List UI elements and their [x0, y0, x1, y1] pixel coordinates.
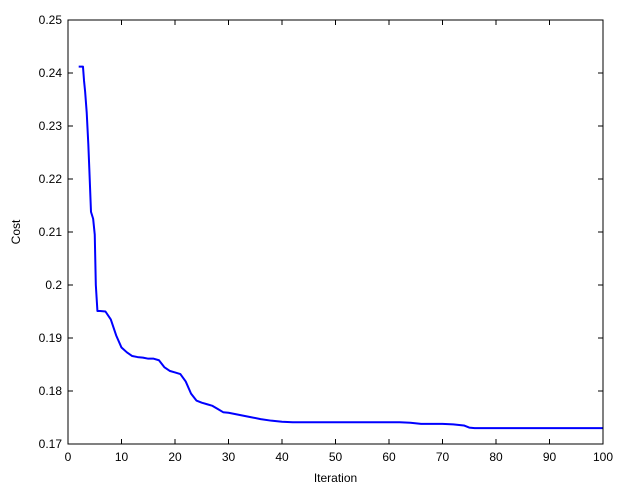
series-layer [78, 65, 603, 430]
y-axis-label: Cost [9, 219, 23, 244]
x-tick-label: 60 [382, 450, 396, 464]
y-tick-label: 0.18 [39, 384, 63, 398]
x-tick-label: 20 [168, 450, 182, 464]
plot-area [68, 20, 603, 444]
y-tick-label: 0.19 [39, 331, 63, 345]
y-tick-label: 0.23 [39, 119, 63, 133]
y-tick-label: 0.25 [39, 13, 63, 27]
y-tick-label: 0.17 [39, 437, 63, 451]
cost-series-line [78, 65, 603, 430]
x-tick-label: 50 [329, 450, 343, 464]
x-tick-label: 100 [593, 450, 613, 464]
y-axis: 0.17 0.18 0.19 0.2 0.21 0.22 0.23 0.24 0.25 [39, 13, 603, 451]
x-axis: 0 10 20 30 40 50 60 70 80 90 100 [65, 20, 613, 464]
x-tick-label: 30 [222, 450, 236, 464]
x-tick-label: 10 [115, 450, 129, 464]
y-tick-label: 0.24 [39, 66, 63, 80]
x-axis-label: Iteration [314, 471, 357, 485]
x-tick-label: 70 [436, 450, 450, 464]
x-tick-label: 90 [543, 450, 557, 464]
y-tick-label: 0.2 [45, 278, 62, 292]
x-tick-label: 80 [489, 450, 503, 464]
x-tick-label: 0 [65, 450, 72, 464]
y-tick-label: 0.22 [39, 172, 63, 186]
y-tick-label: 0.21 [39, 225, 63, 239]
x-tick-label: 40 [275, 450, 289, 464]
